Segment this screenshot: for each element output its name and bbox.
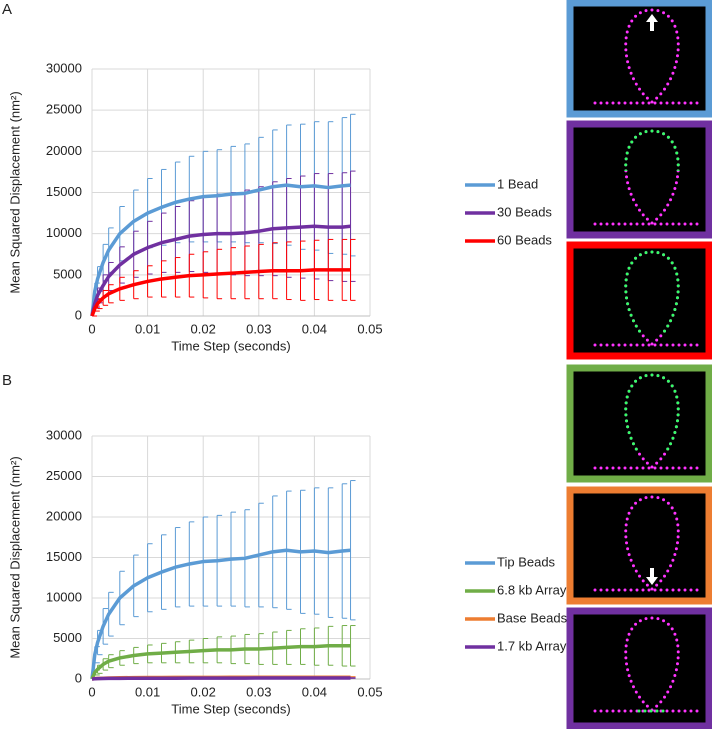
panel-label: B [2,372,12,389]
y-axis-title: Mean Squared Displacement (nm²) [7,456,22,658]
error-bar [350,113,356,257]
series-line [90,644,351,680]
error-bar [350,677,356,679]
x-tick-label: 0.01 [135,684,160,699]
diagram-panel [566,241,712,360]
error-bars [92,238,356,317]
x-tick-label: 0.02 [191,321,216,336]
x-tick-label: 0.03 [246,684,271,699]
legend-label: 30 Beads [497,204,552,219]
diagram-panel [566,120,712,239]
y-tick-label: 5000 [53,266,82,281]
y-axis-title: Mean Squared Displacement (nm²) [7,91,22,293]
x-axis-title: Time Step (seconds) [171,338,290,353]
diagram-panels [566,0,712,729]
diagram-panel [566,486,712,605]
series-line [90,183,351,317]
x-tick-label: 0 [88,321,95,336]
legend-label: Base Beads [497,610,568,625]
legend-label: 1 Bead [497,176,538,191]
y-tick-label: 0 [75,670,82,685]
series-line [90,268,351,317]
y-tick-label: 15000 [46,184,82,199]
x-tick-label: 0.02 [191,684,216,699]
error-bar [350,238,356,301]
panel-label: A [2,1,12,18]
diagram-panel [566,364,712,483]
error-bar [350,625,356,667]
y-tick-label: 30000 [46,427,82,442]
x-tick-label: 0.04 [302,321,327,336]
diagram-panel [566,0,712,118]
legend-label: 6.8 kb Array [497,582,567,597]
error-bar [350,480,356,621]
x-tick-label: 0.05 [357,321,382,336]
y-tick-label: 10000 [46,589,82,604]
y-tick-label: 15000 [46,549,82,564]
x-tick-label: 0.04 [302,684,327,699]
y-tick-label: 25000 [46,468,82,483]
error-bars [92,625,356,680]
series-line [91,676,351,681]
legend-label: Tip Beads [497,554,556,569]
x-tick-label: 0.01 [135,321,160,336]
y-tick-label: 25000 [46,102,82,117]
y-tick-label: 20000 [46,143,82,158]
y-tick-label: 0 [75,307,82,322]
y-tick-label: 30000 [46,60,82,75]
x-tick-label: 0.05 [357,684,382,699]
x-axis-title: Time Step (seconds) [171,701,290,716]
y-tick-label: 5000 [53,630,82,645]
legend-label: 1.7 kb Array [497,638,567,653]
x-tick-label: 0 [88,684,95,699]
x-tick-label: 0.03 [246,321,271,336]
diagram-panel [566,607,712,729]
series-line [90,548,351,680]
series-line [90,224,351,317]
error-bar [350,170,356,282]
y-tick-label: 10000 [46,225,82,240]
legend-label: 60 Beads [497,232,552,247]
y-tick-label: 20000 [46,508,82,523]
